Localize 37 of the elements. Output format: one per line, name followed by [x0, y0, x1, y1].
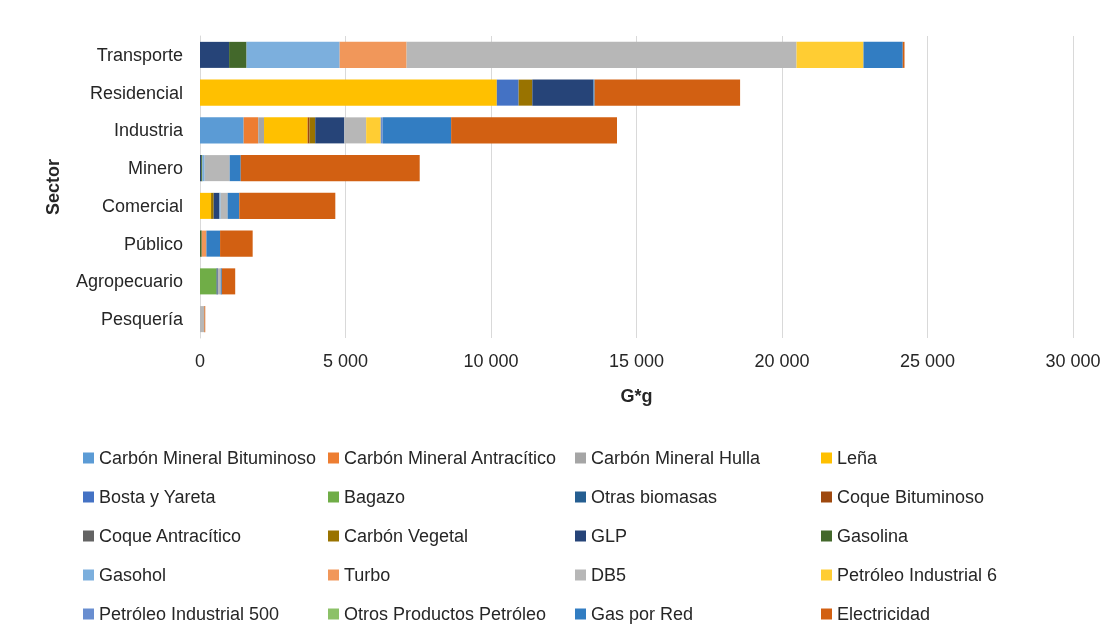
legend-label: Gas por Red	[591, 604, 694, 624]
legend-label: Bosta y Yareta	[99, 487, 217, 507]
y-tick-label: Residencial	[89, 82, 183, 103]
legend-label: Gasolina	[837, 526, 910, 546]
x-tick-label: 5 000	[322, 351, 369, 371]
legend-label: Otros Productos Petróleo	[344, 604, 547, 624]
y-tick-label: Público	[123, 233, 183, 254]
legend-label: Electricidad	[837, 604, 931, 624]
y-axis-title: Sector	[43, 158, 63, 216]
x-axis-title: G*g	[620, 386, 653, 406]
legend-label: Coque Antracítico	[99, 526, 242, 546]
x-tick-label: 0	[194, 351, 206, 371]
legend-label: Coque Bituminoso	[837, 487, 985, 507]
legend-label: Otras biomasas	[591, 487, 718, 507]
legend-label: GLP	[591, 526, 628, 546]
legend-label: Carbón Mineral Antracítico	[344, 448, 557, 468]
legend-label: Carbón Vegetal	[344, 526, 469, 546]
x-tick-label: 20 000	[754, 351, 810, 371]
y-tick-label: Industria	[113, 120, 184, 141]
x-tick-label: 10 000	[463, 351, 519, 371]
legend-label: DB5	[591, 565, 627, 585]
x-tick-label: 30 000	[1045, 351, 1101, 371]
legend-label: Carbón Mineral Bituminoso	[99, 448, 317, 468]
y-tick-label: Comercial	[101, 195, 183, 216]
legend-label: Gasohol	[99, 565, 167, 585]
y-tick-label: Pesquería	[100, 309, 184, 330]
x-tick-label: 25 000	[899, 351, 956, 371]
y-tick-label: Transporte	[96, 44, 183, 65]
y-tick-label: Minero	[127, 158, 183, 179]
legend-label: Carbón Mineral Hulla	[591, 448, 762, 468]
legend-label: Petróleo Industrial 500	[99, 604, 280, 624]
y-tick-label: Agropecuario	[75, 271, 183, 292]
legend-label: Bagazo	[344, 487, 406, 507]
x-tick-label: 15 000	[608, 351, 665, 371]
legend-label: Turbo	[344, 565, 391, 585]
legend-label: Petróleo Industrial 6	[837, 565, 998, 585]
legend-label: Leña	[837, 448, 879, 468]
